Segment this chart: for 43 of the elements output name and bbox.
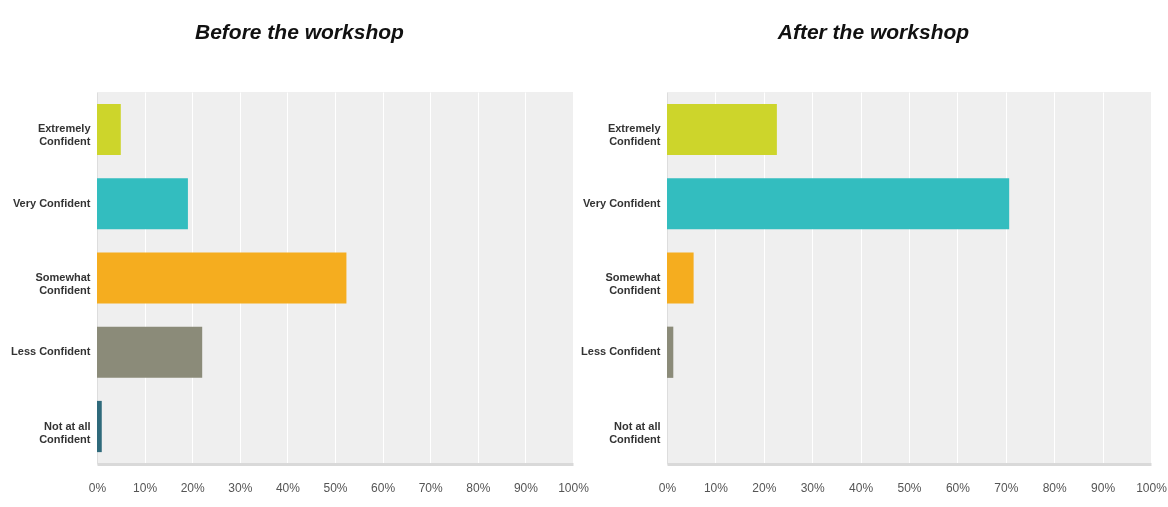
x-tick-label: 0% <box>658 480 677 495</box>
x-tick-label: 60% <box>371 480 396 495</box>
x-tick-label: 80% <box>1042 480 1068 495</box>
y-tick-label: Extremely Confident <box>37 122 92 148</box>
bar <box>97 178 188 230</box>
chart-title: After the workshop <box>776 20 970 43</box>
y-tick-label: Somewhat Confident <box>605 271 661 296</box>
bar <box>667 178 1010 230</box>
x-tick-label: 100% <box>558 480 590 495</box>
x-tick-label: 90% <box>1091 480 1116 495</box>
x-tick-label: 100% <box>1136 480 1168 495</box>
bar <box>667 252 694 304</box>
y-tick-label: Less Confident <box>11 345 91 358</box>
x-tick-label: 90% <box>513 480 539 495</box>
x-tick-label: 20% <box>752 480 777 495</box>
x-tick-label: 10% <box>703 480 729 495</box>
x-tick-label: 70% <box>418 480 444 495</box>
x-tick-label: 50% <box>323 480 348 495</box>
bar <box>97 252 347 304</box>
bar <box>667 103 777 156</box>
y-tick-label: Not at all Confident <box>609 419 661 445</box>
bar <box>667 326 674 378</box>
bar <box>97 326 203 378</box>
y-tick-label: Not at all Confident <box>39 419 91 445</box>
y-tick-label: Very Confident <box>12 196 91 209</box>
y-tick-label: Somewhat Confident <box>35 271 91 296</box>
x-tick-label: 30% <box>228 480 253 495</box>
y-tick-label: Very Confident <box>582 196 661 209</box>
x-tick-label: 20% <box>180 480 206 495</box>
x-tick-label: 0% <box>88 480 107 495</box>
x-tick-label: 50% <box>897 480 922 495</box>
x-tick-label: 10% <box>133 480 158 495</box>
x-tick-label: 40% <box>849 480 874 495</box>
x-tick-label: 80% <box>466 480 491 495</box>
x-tick-label: 60% <box>945 480 971 495</box>
y-tick-label: Extremely Confident <box>607 122 662 148</box>
x-tick-label: 40% <box>275 480 301 495</box>
bar <box>97 103 121 156</box>
y-tick-label: Less Confident <box>581 345 661 358</box>
x-tick-label: 70% <box>994 480 1019 495</box>
x-tick-label: 30% <box>800 480 826 495</box>
chart-title: Before the workshop <box>195 20 405 43</box>
bar <box>97 400 102 453</box>
